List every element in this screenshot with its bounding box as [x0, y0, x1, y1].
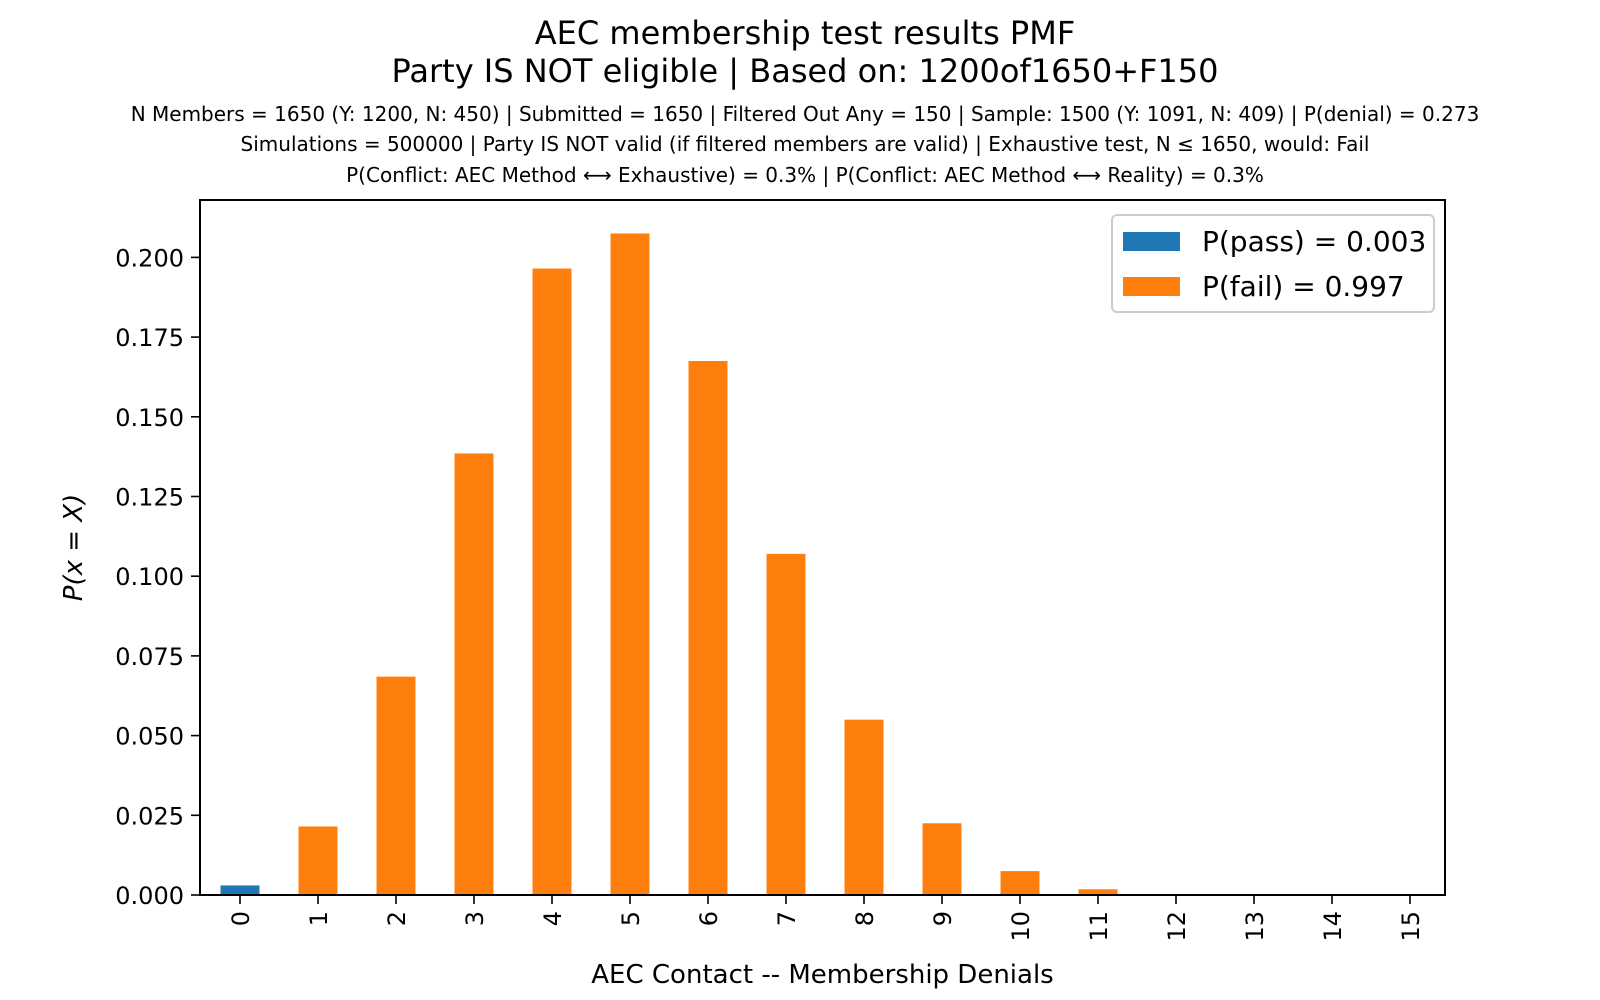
x-tick-label-1: 1: [305, 911, 333, 926]
x-tick-label-4: 4: [539, 911, 567, 926]
bar-11: [1078, 889, 1118, 895]
x-axis: 0 1 2 3 4 5 6 7 8 9 10 11 12 13 14 15: [227, 895, 1425, 942]
x-tick-label-13: 13: [1241, 911, 1269, 942]
legend-swatch-fail: [1123, 277, 1180, 296]
legend-swatch-pass: [1123, 232, 1180, 251]
bar-7: [766, 553, 806, 895]
x-tick-label-7: 7: [773, 911, 801, 926]
bar-5: [610, 233, 650, 895]
x-tick-label-15: 15: [1397, 911, 1425, 942]
bar-3: [454, 453, 494, 895]
y-tick-label: 0.075: [115, 643, 184, 671]
chart-title: AEC membership test results PMF: [534, 14, 1076, 52]
chart-subtitle-line-2: Simulations = 500000 | Party IS NOT vali…: [240, 132, 1370, 156]
y-axis-label: P(x = X): [59, 494, 89, 601]
legend-label-pass: P(pass) = 0.003: [1202, 225, 1426, 258]
x-axis-label: AEC Contact -- Membership Denials: [591, 960, 1053, 990]
bar-4: [532, 268, 572, 895]
chart-subtitle-line-1: N Members = 1650 (Y: 1200, N: 450) | Sub…: [130, 102, 1480, 126]
chart-title-line-2: Party IS NOT eligible | Based on: 1200of…: [391, 52, 1219, 90]
x-tick-label-12: 12: [1163, 911, 1191, 942]
x-tick-label-2: 2: [383, 911, 411, 926]
y-tick-label: 0.175: [115, 324, 184, 352]
y-tick-label: 0.000: [115, 882, 184, 910]
legend-box: [1111, 214, 1435, 313]
x-tick-label-0: 0: [227, 911, 255, 926]
x-tick-label-6: 6: [695, 911, 723, 926]
bar-2: [376, 676, 416, 895]
bars-group: [220, 233, 1274, 896]
x-tick-label-5: 5: [617, 911, 645, 926]
bar-9: [922, 823, 962, 895]
chart-subtitle-line-3: P(Conflict: AEC Method ⟷ Exhaustive) = 0…: [346, 163, 1264, 187]
y-tick-label: 0.150: [115, 404, 184, 432]
y-tick-label: 0.100: [115, 563, 184, 591]
bar-6: [688, 360, 728, 896]
x-tick-label-10: 10: [1007, 911, 1035, 942]
y-tick-label: 0.125: [115, 483, 184, 511]
bar-10: [1000, 871, 1040, 895]
y-tick-label: 0.050: [115, 723, 184, 751]
bar-1: [298, 826, 338, 895]
bar-0: [220, 885, 260, 895]
x-tick-label-14: 14: [1319, 911, 1347, 942]
legend: P(pass) = 0.003 P(fail) = 0.997: [1111, 214, 1435, 313]
bar-8: [844, 719, 884, 895]
y-tick-label: 0.200: [115, 244, 184, 272]
plot-frame: [199, 199, 1446, 896]
y-axis: 0.000 0.025 0.050 0.075 0.100 0.125 0.150 0.175…: [115, 244, 200, 910]
x-tick-label-3: 3: [461, 911, 489, 926]
legend-label-fail: P(fail) = 0.997: [1202, 270, 1405, 303]
x-tick-label-11: 11: [1085, 911, 1113, 942]
x-tick-label-9: 9: [929, 911, 957, 926]
x-tick-label-8: 8: [851, 911, 879, 926]
y-tick-label: 0.025: [115, 802, 184, 830]
